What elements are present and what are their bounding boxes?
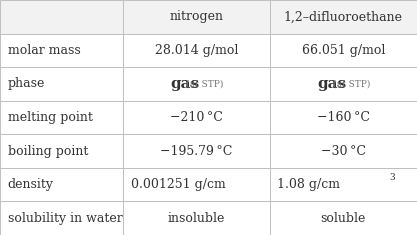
Bar <box>0 201 123 235</box>
Text: −160 °C: −160 °C <box>317 111 370 124</box>
Text: 28.014 g/mol: 28.014 g/mol <box>155 44 238 57</box>
Bar <box>270 67 417 101</box>
Bar <box>0 168 123 201</box>
Text: boiling point: boiling point <box>8 145 88 158</box>
Text: soluble: soluble <box>321 212 366 225</box>
Bar <box>123 134 270 168</box>
Text: −195.79 °C: −195.79 °C <box>160 145 233 158</box>
Bar <box>123 34 270 67</box>
Bar <box>0 134 123 168</box>
Text: 0.001251 g/cm: 0.001251 g/cm <box>131 178 225 191</box>
Text: molar mass: molar mass <box>8 44 80 57</box>
Bar <box>123 101 270 134</box>
Text: −210 °C: −210 °C <box>170 111 223 124</box>
Text: 1,2–difluoroethane: 1,2–difluoroethane <box>284 10 403 23</box>
Bar <box>123 67 270 101</box>
Text: gas: gas <box>171 77 199 91</box>
Bar <box>0 0 123 34</box>
Text: solubility in water: solubility in water <box>8 212 122 225</box>
Text: 3: 3 <box>389 173 395 182</box>
Text: 1.08 g/cm: 1.08 g/cm <box>277 178 340 191</box>
Bar <box>0 34 123 67</box>
Text: gas: gas <box>317 77 347 91</box>
Bar <box>270 0 417 34</box>
Bar <box>0 101 123 134</box>
Bar <box>0 67 123 101</box>
Bar <box>270 168 417 201</box>
Text: nitrogen: nitrogen <box>169 10 224 23</box>
Bar <box>123 201 270 235</box>
Text: insoluble: insoluble <box>168 212 225 225</box>
Text: melting point: melting point <box>8 111 93 124</box>
Text: (at STP): (at STP) <box>186 79 223 88</box>
Text: density: density <box>8 178 53 191</box>
Bar <box>123 168 270 201</box>
Text: phase: phase <box>8 77 45 90</box>
Text: 66.051 g/mol: 66.051 g/mol <box>302 44 385 57</box>
Bar <box>270 201 417 235</box>
Bar <box>123 0 270 34</box>
Text: (at STP): (at STP) <box>333 79 370 88</box>
Bar <box>270 134 417 168</box>
Text: −30 °C: −30 °C <box>321 145 366 158</box>
Bar <box>270 34 417 67</box>
Bar <box>270 101 417 134</box>
